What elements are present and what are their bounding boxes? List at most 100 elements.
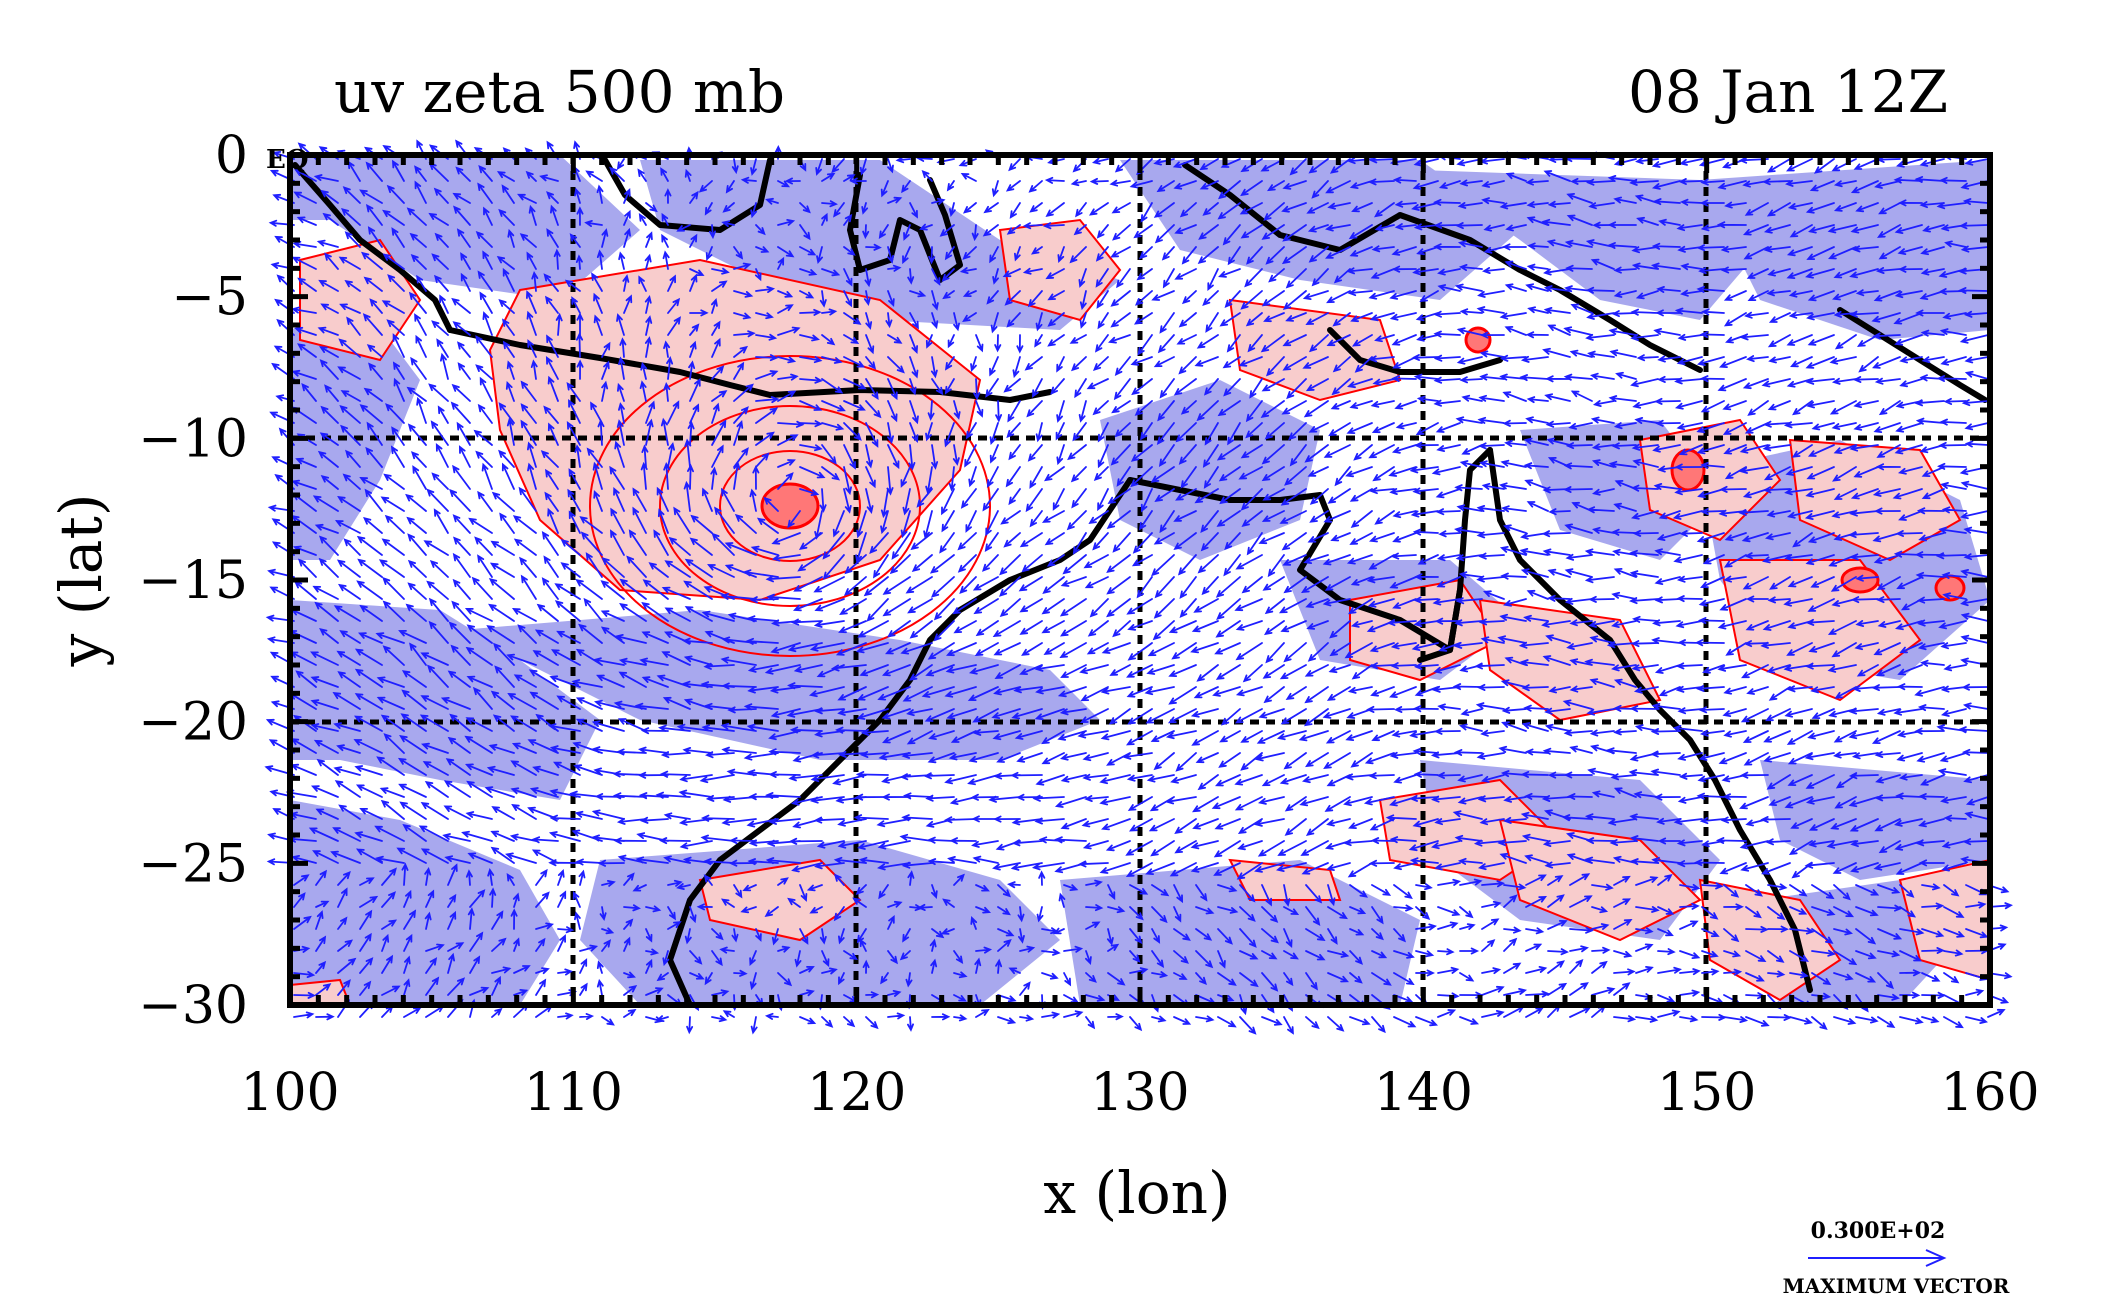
wind-vector xyxy=(1214,818,1241,830)
wind-vector xyxy=(1260,400,1285,419)
wind-vector xyxy=(777,356,797,364)
wind-vector xyxy=(564,279,581,292)
wind-vector xyxy=(957,532,977,551)
wind-vector xyxy=(1409,794,1439,802)
wind-vector xyxy=(755,370,779,380)
wind-vector xyxy=(1739,840,1769,850)
wind-vector xyxy=(426,580,449,600)
wind-vector xyxy=(539,174,559,182)
wind-vector xyxy=(1393,1016,1417,1028)
wind-vector xyxy=(1744,202,1769,216)
wind-vector xyxy=(1346,422,1373,434)
wind-vector xyxy=(1082,773,1109,781)
wind-vector xyxy=(992,620,1021,638)
wind-vector xyxy=(1368,772,1395,780)
wind-vector xyxy=(549,814,581,822)
wind-vector xyxy=(1805,618,1835,626)
wind-vector xyxy=(1454,484,1483,492)
wind-vector xyxy=(1215,664,1241,680)
wind-vector xyxy=(1453,641,1483,649)
wind-vector xyxy=(664,607,691,622)
wind-vector xyxy=(1786,268,1813,279)
wind-vector xyxy=(626,555,647,578)
wind-vector xyxy=(1461,394,1483,402)
wind-vector xyxy=(1433,310,1461,318)
wind-vector xyxy=(733,246,744,260)
wind-vector xyxy=(1943,928,1966,938)
wind-vector xyxy=(1008,158,1021,172)
wind-vector xyxy=(821,308,838,316)
wind-vector xyxy=(469,986,490,996)
wind-vector xyxy=(1145,862,1175,875)
wind-vector xyxy=(1060,774,1087,783)
wind-vector xyxy=(1454,526,1483,534)
wind-vector xyxy=(947,856,977,864)
wind-vector xyxy=(1391,334,1417,346)
wind-vector xyxy=(1374,334,1395,343)
y-tick-label: −5 xyxy=(171,268,248,328)
wind-vector xyxy=(1035,686,1065,695)
wind-vector xyxy=(1481,985,1505,996)
wind-vector xyxy=(479,376,493,402)
wind-vector xyxy=(1525,927,1545,935)
wind-vector xyxy=(1807,290,1835,302)
wind-vector xyxy=(1679,530,1703,537)
wind-vector xyxy=(1409,857,1439,865)
wind-vector xyxy=(1921,1016,1940,1024)
wind-vector xyxy=(1877,620,1901,628)
wind-vector xyxy=(1525,895,1548,908)
wind-vector xyxy=(711,950,723,967)
wind-vector xyxy=(777,420,805,428)
wind-vector xyxy=(733,345,749,358)
wind-vector xyxy=(821,334,836,346)
wind-vector xyxy=(1281,246,1307,265)
wind-vector xyxy=(1133,224,1153,239)
wind-vector xyxy=(1481,967,1502,975)
wind-vector xyxy=(600,580,625,600)
wind-vector xyxy=(1745,950,1767,962)
wind-vector xyxy=(1430,840,1461,850)
wind-vector xyxy=(711,1015,728,1023)
wind-vector xyxy=(1848,531,1879,539)
wind-vector xyxy=(1062,554,1087,575)
wind-vector xyxy=(857,620,889,638)
wind-vector xyxy=(1372,466,1395,482)
wind-vector xyxy=(1111,202,1131,214)
wind-vector xyxy=(928,730,955,740)
wind-vector xyxy=(1541,218,1571,226)
wind-vector xyxy=(1433,399,1461,407)
wind-vector xyxy=(1566,193,1593,204)
wind-vector xyxy=(1609,349,1637,358)
wind-vector xyxy=(1833,884,1851,901)
wind-vector xyxy=(1262,576,1285,591)
wind-vector xyxy=(733,884,743,899)
wind-vector xyxy=(865,466,876,489)
wind-vector xyxy=(1245,312,1263,327)
wind-vector xyxy=(843,268,853,287)
wind-vector xyxy=(777,180,791,188)
wind-vector xyxy=(1029,510,1043,528)
x-tick-label: 150 xyxy=(1657,1063,1756,1123)
wind-vector xyxy=(1563,326,1593,336)
wind-vector xyxy=(1327,928,1338,945)
wind-vector xyxy=(1329,158,1351,174)
wind-vector xyxy=(1283,906,1300,916)
wind-vector xyxy=(1411,642,1439,651)
wind-vector xyxy=(464,735,493,754)
wind-vector xyxy=(1938,620,1967,630)
wind-vector xyxy=(623,985,638,996)
wind-vector xyxy=(517,193,537,204)
wind-vector xyxy=(1570,303,1593,314)
wind-vector xyxy=(381,300,405,314)
wind-vector xyxy=(1201,576,1219,596)
wind-vector xyxy=(1180,400,1197,415)
wind-vector xyxy=(1437,703,1461,711)
wind-vector xyxy=(376,756,405,776)
wind-vector-field xyxy=(264,139,2013,1035)
wind-vector xyxy=(887,246,894,264)
wind-vector xyxy=(755,333,778,341)
wind-vector xyxy=(975,906,992,914)
wind-vector xyxy=(591,720,625,732)
wind-vector xyxy=(971,224,979,242)
wind-vector xyxy=(586,447,603,468)
